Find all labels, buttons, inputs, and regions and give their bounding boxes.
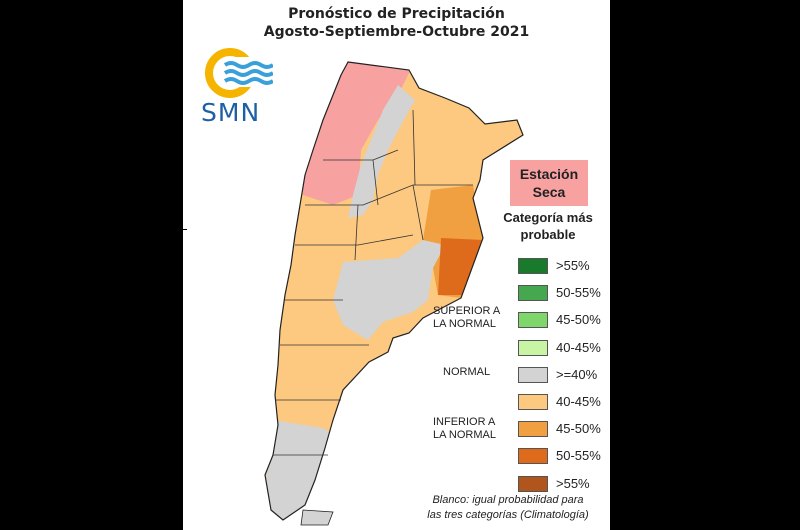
group-inferior: INFERIOR A LA NORMAL	[433, 416, 513, 442]
map-title: Pronóstico de Precipitación	[288, 6, 505, 22]
logo-text: SMN	[201, 98, 261, 127]
dry-season-line1: Estación	[519, 166, 579, 182]
group-normal: NORMAL	[443, 366, 491, 378]
legend-title: Categoría más probable	[493, 209, 603, 243]
region-normal-center	[333, 240, 445, 340]
region-below-50-55	[438, 238, 483, 295]
legend-swatch	[518, 421, 548, 437]
country-outline	[264, 61, 524, 521]
group-inferior-line2: LA NORMAL	[433, 429, 496, 441]
legend-note-line1: Blanco: igual probabilidad para	[432, 494, 584, 506]
dry-season-line2: Seca	[532, 184, 566, 200]
legend-swatch	[518, 394, 548, 410]
legend-label: 45-50%	[556, 421, 601, 436]
group-inferior-line1: INFERIOR A	[433, 416, 496, 428]
group-superior-line1: SUPERIOR A	[433, 305, 501, 317]
legend-label: 40-45%	[556, 394, 601, 409]
legend-label: >55%	[556, 476, 590, 491]
legend-swatch	[518, 476, 548, 492]
legend-swatch	[518, 448, 548, 464]
legend-title-line1: Categoría más	[503, 210, 593, 225]
group-superior: SUPERIOR A LA NORMAL	[433, 305, 513, 331]
legend-swatch	[518, 258, 548, 274]
argentina-map	[264, 61, 524, 526]
legend-label: 50-55%	[556, 448, 601, 463]
legend-swatch	[518, 367, 548, 383]
legend-label: >55%	[556, 258, 590, 273]
tierra-del-fuego	[300, 509, 334, 526]
legend-label: 45-50%	[556, 312, 601, 327]
forecast-panel: Pronóstico de Precipitación Agosto-Septi…	[183, 0, 610, 530]
legend-label: 50-55%	[556, 285, 601, 300]
smn-logo-icon	[205, 48, 273, 98]
legend-note-line2: las tres categorías (Climatología)	[427, 509, 589, 521]
map-tick-mark	[183, 229, 187, 230]
group-superior-line2: LA NORMAL	[433, 318, 496, 330]
dry-season-label: Estación Seca	[510, 160, 588, 206]
province-borders	[273, 109, 473, 456]
legend-title-line2: probable	[520, 227, 576, 242]
legend-swatch	[518, 340, 548, 356]
region-normal-north	[348, 85, 415, 218]
legend-note: Blanco: igual probabilidad para las tres…	[408, 493, 608, 523]
legend-swatch	[518, 312, 548, 328]
legend-label: 40-45%	[556, 340, 601, 355]
legend-swatch	[518, 285, 548, 301]
map-subtitle: Agosto-Septiembre-Octubre 2021	[263, 24, 530, 40]
legend-label: >=40%	[556, 367, 598, 382]
region-normal-south	[265, 420, 343, 520]
